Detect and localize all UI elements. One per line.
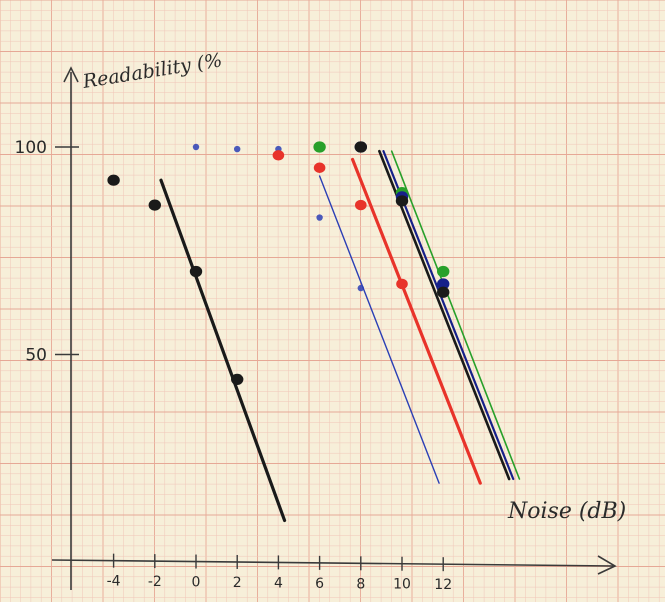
- data-point-green: [313, 141, 326, 153]
- y-tick-label: 100: [15, 138, 47, 158]
- x-tick-label: -2: [148, 574, 162, 590]
- x-tick-label: 4: [274, 575, 283, 591]
- data-point-darkblue: [437, 278, 450, 290]
- x-axis: [51, 559, 615, 567]
- data-point-black: [189, 265, 203, 278]
- data-point-black: [231, 373, 244, 385]
- data-point-blue: [192, 143, 200, 151]
- data-point-red: [396, 278, 408, 290]
- fit-line-black: [159, 178, 287, 523]
- data-point-red: [355, 199, 367, 211]
- y-tick-label: 50: [25, 346, 47, 366]
- data-point-red: [272, 150, 285, 161]
- x-axis-arrow-icon: [597, 555, 617, 575]
- data-point-black: [395, 195, 409, 207]
- data-point-black: [437, 286, 450, 298]
- data-points: [107, 141, 450, 385]
- x-tick-label: 2: [233, 575, 242, 591]
- fit-line-red: [350, 157, 482, 485]
- fit-line-green: [390, 150, 521, 480]
- data-point-blue: [357, 284, 364, 292]
- data-point-blue: [316, 214, 323, 221]
- x-axis-label: Noise (dB): [507, 499, 626, 524]
- data-point-black: [354, 141, 367, 153]
- data-point-blue: [234, 145, 241, 153]
- x-tick-label: 6: [315, 576, 324, 592]
- data-point-black: [107, 174, 120, 186]
- data-point-green: [437, 265, 450, 278]
- y-axis-label: Readability (%: [80, 49, 223, 93]
- x-tick-label: 12: [434, 577, 452, 593]
- x-tick-label: -4: [107, 574, 121, 590]
- y-axis-arrow-icon: [63, 66, 79, 83]
- x-tick-label: 10: [393, 577, 411, 593]
- axes: [51, 66, 617, 590]
- data-point-black: [148, 199, 161, 211]
- x-tick-label: 0: [192, 575, 201, 591]
- fit-line-blue: [318, 175, 440, 484]
- data-point-red: [313, 162, 326, 173]
- tick-marks: -4 -2 0 2 4 6 8 10 12 50 100: [15, 138, 453, 593]
- fit-lines: [159, 149, 521, 523]
- x-tick-label: 8: [356, 576, 365, 592]
